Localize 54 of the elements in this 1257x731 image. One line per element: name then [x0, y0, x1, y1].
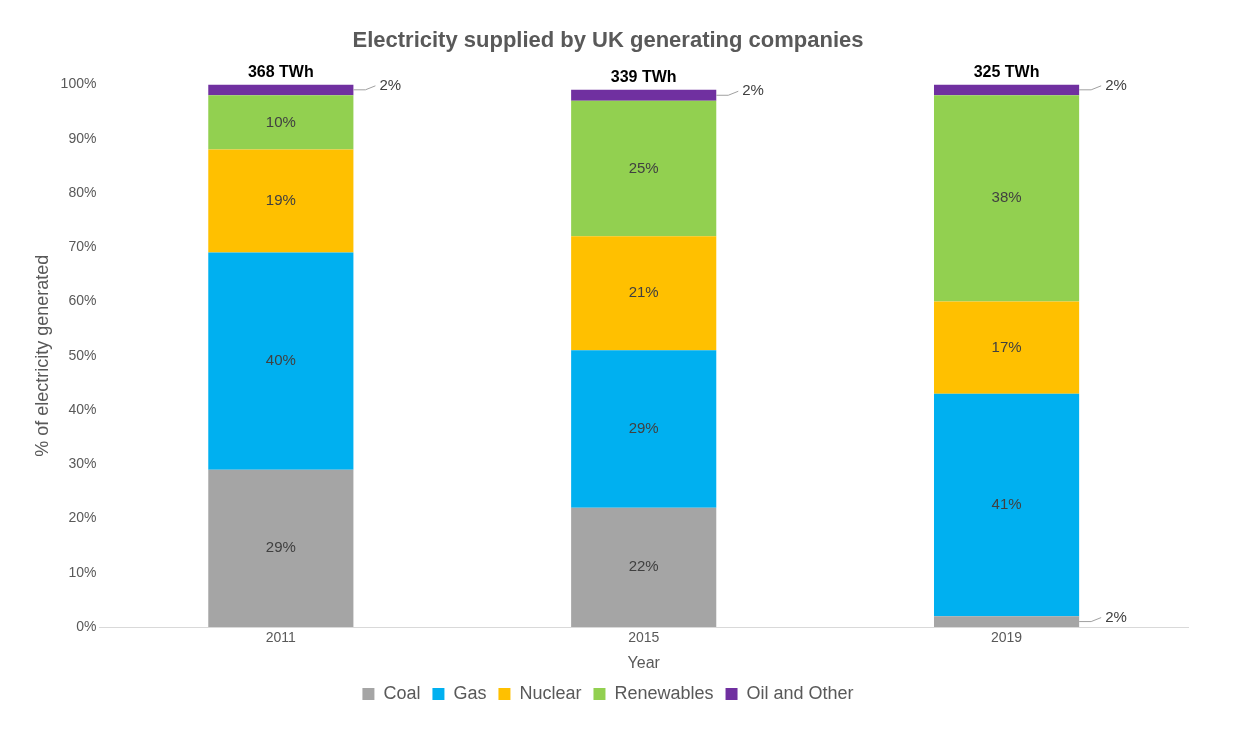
- data-label: 2%: [1105, 607, 1127, 625]
- data-label: 2%: [1105, 75, 1127, 93]
- legend-label: Coal: [383, 682, 421, 703]
- y-tick-label: 30%: [68, 455, 97, 472]
- y-tick-label: 20%: [68, 509, 97, 526]
- data-label: 17%: [991, 337, 1022, 355]
- y-tick-label: 60%: [68, 292, 97, 309]
- bar: [208, 252, 354, 470]
- data-label: 19%: [265, 191, 296, 209]
- bar: [934, 393, 1080, 617]
- y-tick-label: 40%: [68, 400, 97, 417]
- data-label: 25%: [628, 158, 659, 176]
- x-tick-label: 2019: [990, 629, 1023, 646]
- x-tick-label: 2011: [265, 629, 297, 646]
- data-label: 22%: [628, 557, 659, 575]
- bar: [571, 100, 717, 237]
- bar: [208, 469, 354, 627]
- bar: [208, 95, 354, 150]
- data-label: 29%: [628, 419, 659, 437]
- bar: [208, 84, 354, 96]
- y-tick-label: 0%: [76, 617, 97, 634]
- y-axis-title: % of electricity generated: [31, 254, 52, 457]
- data-label: 2%: [742, 81, 764, 99]
- data-label: 2%: [379, 75, 402, 93]
- chart-title: Electricity supplied by UK generating companies: [352, 27, 864, 53]
- y-tick-label: 70%: [68, 238, 97, 255]
- legend-label: Gas: [453, 682, 487, 703]
- y-tick-label: 90%: [68, 129, 97, 146]
- x-tick-label: 2015: [628, 629, 660, 646]
- legend-label: Nuclear: [519, 682, 582, 703]
- bar: [571, 89, 717, 101]
- bar: [934, 84, 1080, 96]
- data-label: 21%: [628, 283, 659, 301]
- data-label: 38%: [991, 188, 1022, 206]
- x-axis-title: Year: [627, 653, 661, 671]
- annotation: 368 TWh: [247, 62, 314, 80]
- y-tick-label: 100%: [60, 75, 97, 92]
- legend-label: Renewables: [614, 682, 714, 703]
- bar: [934, 301, 1080, 394]
- data-label: 41%: [991, 495, 1022, 513]
- legend-label: Oil and Other: [746, 682, 854, 703]
- data-label: 29%: [265, 538, 296, 556]
- bar: [571, 236, 717, 351]
- bar: [571, 507, 717, 627]
- y-tick-label: 80%: [68, 183, 97, 200]
- bar: [208, 149, 354, 253]
- data-label: 10%: [265, 112, 296, 130]
- annotation: 339 TWh: [610, 68, 677, 86]
- bar: [571, 350, 717, 508]
- annotation: 325 TWh: [973, 62, 1040, 80]
- data-label: 40%: [265, 351, 296, 369]
- y-tick-label: 10%: [68, 563, 97, 580]
- y-tick-label: 50%: [68, 346, 97, 363]
- bar: [934, 95, 1080, 302]
